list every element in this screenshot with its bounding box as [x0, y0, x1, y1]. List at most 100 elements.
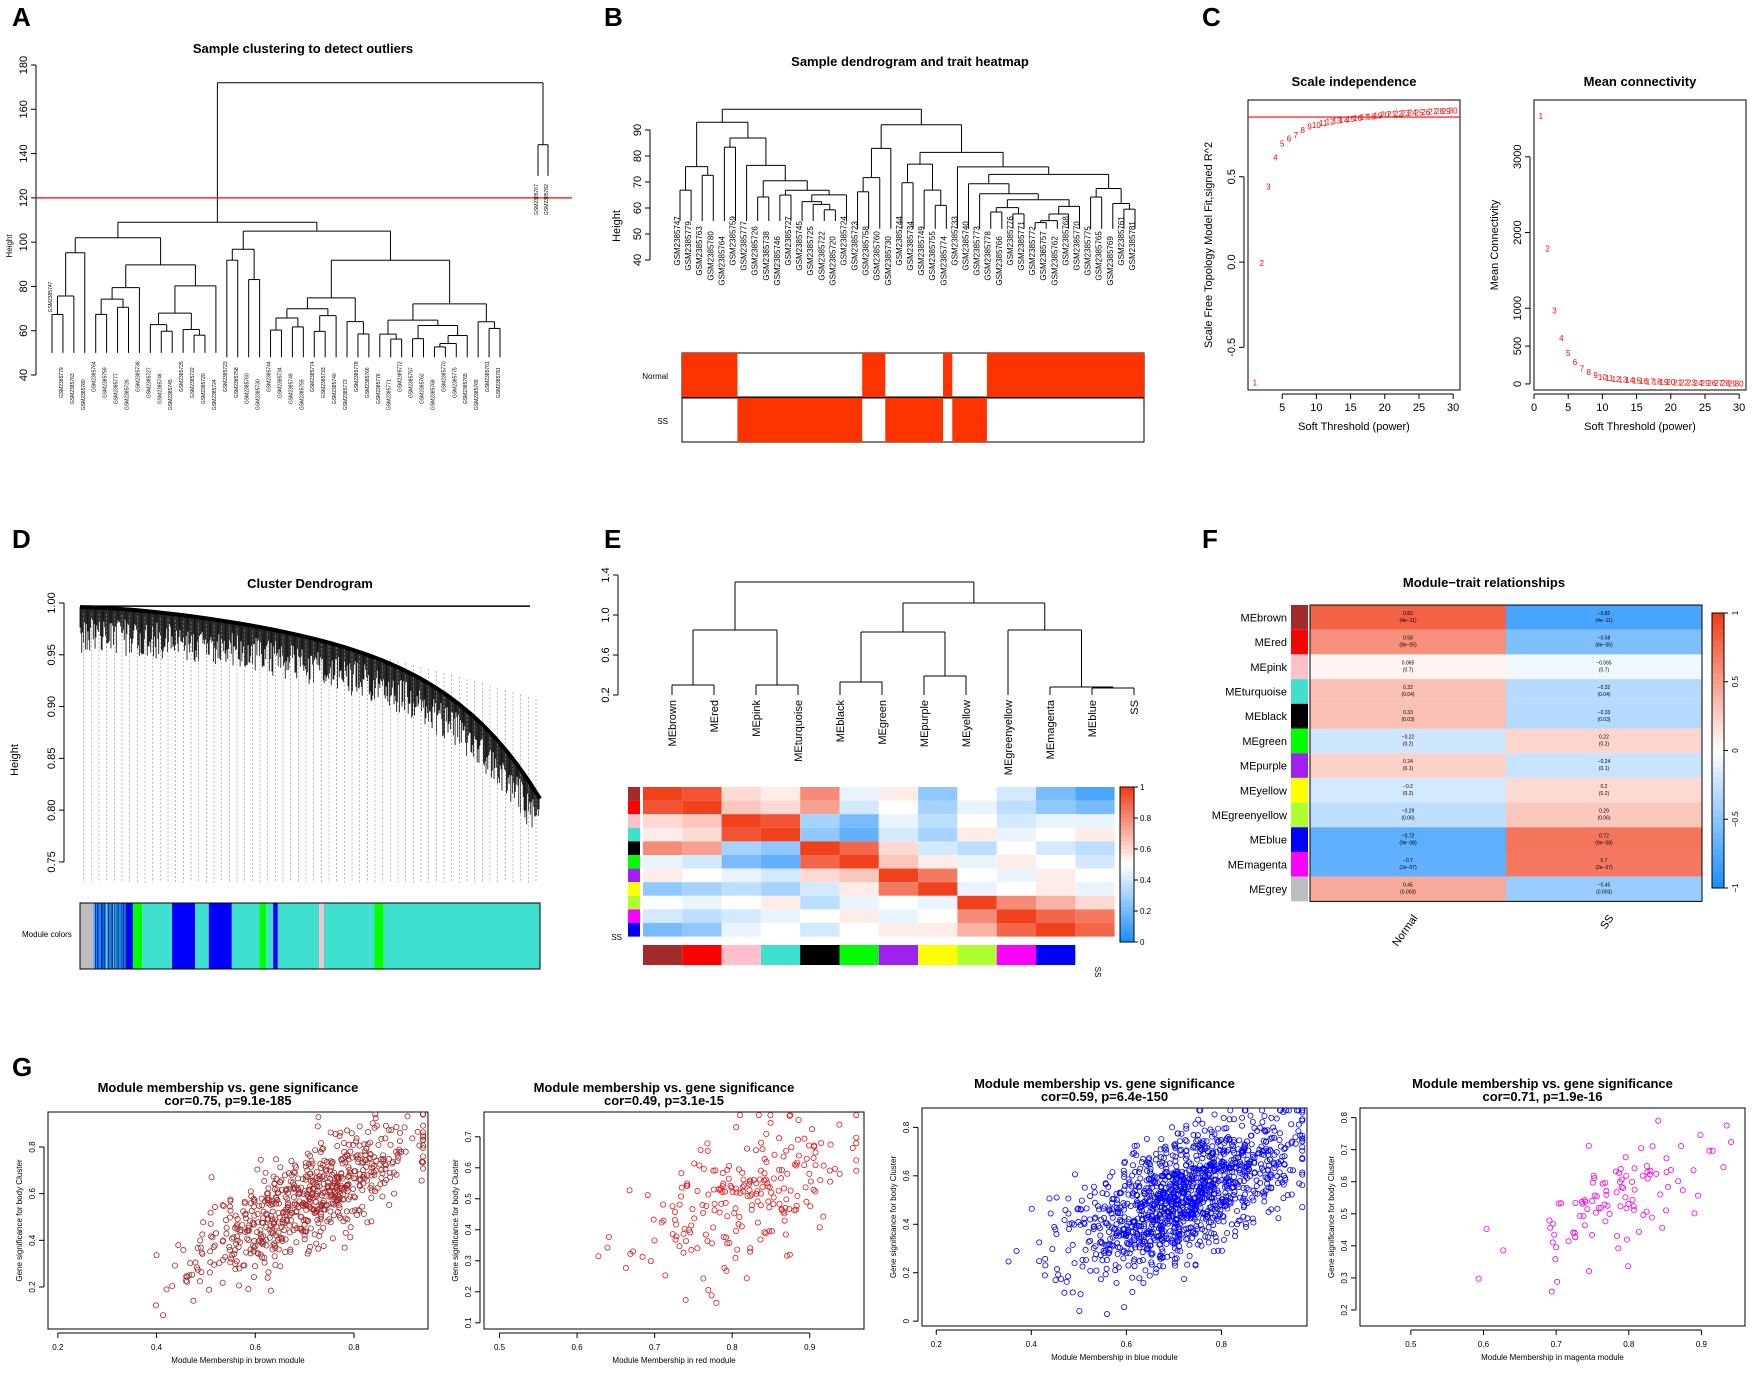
panel-g-magenta-point [1576, 1213, 1583, 1220]
panel-g-red-point [697, 1146, 704, 1153]
panel-g-brown-point [334, 1174, 341, 1181]
panel-g-brown-point [216, 1259, 223, 1266]
panel-g-blue-point [1252, 1190, 1259, 1197]
panel-f-row-label: MEgreen [1242, 736, 1287, 748]
panel-e-colorbar-seg [1120, 798, 1134, 803]
panel-g-brown-point [247, 1188, 254, 1195]
panel-e-row-color [628, 814, 640, 828]
panel-g-brown-point [287, 1246, 294, 1253]
panel-g-blue-point [1220, 1236, 1227, 1243]
panel-g-magenta-point [1547, 1224, 1554, 1231]
panel-g-blue-point [1195, 1174, 1202, 1181]
panel-g-brown-point [420, 1153, 427, 1160]
panel-g-brown-point [348, 1130, 355, 1137]
panel-g-red-point [708, 1292, 715, 1299]
panel-g-blue-point [1166, 1160, 1173, 1167]
panel-g-brown-point [340, 1195, 347, 1202]
panel-g-blue-point [1013, 1247, 1020, 1254]
panel-g-brown-point [259, 1238, 266, 1245]
panel-g-red-point [767, 1119, 774, 1126]
panel-g-blue-point [1240, 1195, 1247, 1202]
panel-c-scale-x-axis-label: 5 [1279, 402, 1285, 414]
panel-c-connectivity-y-axis-label: 0 [1512, 381, 1524, 387]
panel-g-blue-point [1113, 1190, 1120, 1197]
panel-g-brown-point [288, 1158, 295, 1165]
panel-g-brown-point [354, 1152, 361, 1159]
panel-g-red-point [676, 1243, 683, 1250]
panel-c-connectivity-point-label: 26 [1707, 379, 1716, 388]
panel-g-blue-point [1207, 1165, 1214, 1172]
panel-e-heat-cell [996, 909, 1036, 923]
panel-g-red-point [783, 1196, 790, 1203]
panel-g-blue-point [1176, 1138, 1183, 1145]
panel-g-red-point [795, 1152, 802, 1159]
panel-e-colorbar-seg [1120, 883, 1134, 889]
panel-g-red-point [853, 1112, 860, 1119]
panel-g-red-point [595, 1253, 602, 1260]
panel-g-blue-point [1264, 1175, 1271, 1182]
panel-f-colorbar-seg [1712, 833, 1724, 839]
panel-g-blue-point [1121, 1186, 1128, 1193]
panel-c-connectivity-point-label: 27 [1714, 379, 1723, 388]
panel-g-red-point [826, 1167, 833, 1174]
panel-f-col-label: SS [1598, 913, 1616, 932]
panel-f-cell-ss [1506, 777, 1702, 803]
panel-e-row-color [628, 909, 640, 923]
panel-a-y-axis-label: 80 [18, 280, 30, 292]
panel-c-connectivity-frame [1533, 99, 1747, 391]
panel-g-red-point [794, 1193, 801, 1200]
panel-d-module-color [266, 903, 274, 969]
panel-g-blue-point [1248, 1141, 1255, 1148]
panel-f-colorbar-seg [1712, 838, 1724, 845]
panel-g-brown-point [393, 1124, 400, 1131]
panel-b-leaf-label: GSM2385747 [673, 216, 682, 266]
panel-e-heat-cell [957, 841, 997, 855]
panel-g-blue-point [1097, 1276, 1104, 1283]
panel-g-red-points [595, 1112, 860, 1306]
panel-g-magenta-x-axis-label: 0.7 [1551, 1340, 1563, 1349]
panel-g-brown-point [378, 1166, 385, 1173]
panel-g-blue-point [1205, 1219, 1212, 1226]
panel-g-blue-point [1147, 1242, 1154, 1249]
panel-g-blue-point [1080, 1219, 1087, 1226]
panel-f-cell-ss [1506, 703, 1702, 729]
panel-g-brown-point [264, 1274, 271, 1281]
panel-e-heat-cell [1036, 909, 1076, 923]
panel-g-blue-point [1191, 1216, 1198, 1223]
panel-b-leaf-label: GSM2385761 [1117, 216, 1126, 266]
panel-e-colorbar-seg [1120, 810, 1134, 815]
panel-g-blue-point [1265, 1162, 1272, 1169]
panel-g-red-point [780, 1153, 787, 1160]
panel-g-blue-point [1184, 1261, 1191, 1268]
panel-g-red-point [827, 1178, 834, 1185]
panel-g-magenta-point [1606, 1211, 1613, 1218]
panel-g-blue-point [1196, 1162, 1203, 1169]
panel-g-red-point [747, 1245, 754, 1252]
panel-g-blue-point [1115, 1206, 1122, 1213]
panel-g-blue-point [1222, 1178, 1229, 1185]
panel-g-magenta-y-axis-label: 0.7 [1340, 1144, 1349, 1156]
panel-b-leaf-label: GSM2385772 [1028, 226, 1037, 276]
panel-g-brown-point [303, 1191, 310, 1198]
panel-g-blue-point [1245, 1147, 1252, 1154]
panel-g-blue-point [1130, 1162, 1137, 1169]
panel-g-blue-point [1160, 1189, 1167, 1196]
panel-g-magenta-point [1483, 1225, 1490, 1232]
panel-g-blue-point [1160, 1192, 1167, 1199]
panel-g-magenta-point [1597, 1204, 1604, 1211]
panel-g-blue-point [1179, 1172, 1186, 1179]
panel-g-brown-point [257, 1156, 264, 1163]
panel-f-row-label: MEbrown [1241, 612, 1287, 624]
panel-g-brown-point [336, 1204, 343, 1211]
panel-c-connectivity-point-label: 15 [1632, 377, 1641, 386]
panel-e-heat-cell [918, 923, 958, 937]
panel-g-blue-point [1299, 1107, 1306, 1114]
panel-c-scale-point-label: 24 [1408, 109, 1417, 118]
panel-g-blue-point [1163, 1146, 1170, 1153]
panel-f-cell-ss [1506, 827, 1702, 852]
panel-g-red-point [775, 1187, 782, 1194]
panel-g-blue-point [1136, 1207, 1143, 1214]
panel-e-heat-cell [721, 855, 761, 869]
panel-g-brown-point [211, 1261, 218, 1268]
panel-g-blue-point [1200, 1210, 1207, 1217]
